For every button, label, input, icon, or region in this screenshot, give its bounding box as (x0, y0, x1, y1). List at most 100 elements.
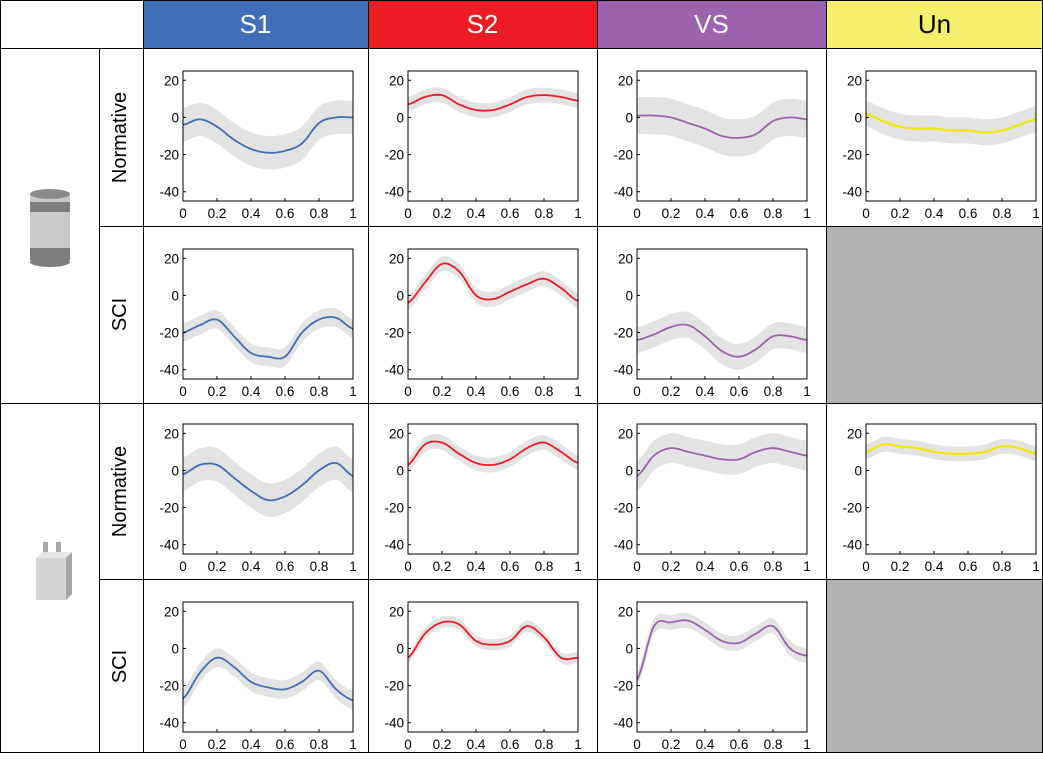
plot-frame (636, 70, 808, 202)
x-tick-label: 1 (1032, 559, 1040, 574)
x-tick-label: 0.6 (730, 384, 749, 399)
grid-line (0, 0, 1043, 1)
plot-panel-s1: 200-20-400 0.2 0.4 0.6 0.8 1 (159, 248, 357, 399)
variability-band (408, 615, 578, 665)
y-tick-label: -40 (613, 363, 633, 378)
x-tick-label: 1 (574, 559, 582, 574)
variability-band (866, 100, 1036, 146)
x-tick-label: 1 (803, 206, 811, 221)
plot-panel-s1: 200-20-400 0.2 0.4 0.6 0.8 1 (159, 70, 357, 221)
column-header-label: VS (694, 8, 729, 39)
x-tick-label: 0.8 (535, 384, 554, 399)
empty-cell-row1-sci-un (826, 226, 1043, 403)
x-tick-label: 0.8 (535, 737, 554, 752)
x-tick-label: 0.6 (959, 206, 978, 221)
y-tick-label: 0 (171, 641, 179, 656)
variability-band (183, 307, 353, 368)
x-tick-label: 0.8 (764, 559, 783, 574)
series-line-un (865, 443, 1037, 455)
x-tick-label: 0.2 (891, 559, 910, 574)
plot-panel-s2: 200-20-400 0.2 0.4 0.6 0.8 1 (384, 423, 582, 574)
y-tick-label: -40 (613, 185, 633, 200)
x-tick-label: 1 (349, 559, 357, 574)
x-tick-label: 0.4 (467, 737, 486, 752)
row-label-sci: SCI (109, 297, 132, 332)
y-tick-label: -20 (842, 148, 862, 163)
x-tick-label: 0.2 (662, 384, 681, 399)
y-tick-label: 20 (164, 73, 179, 88)
x-tick-label: 0.8 (310, 384, 329, 399)
y-tick-label: 20 (618, 251, 633, 266)
x-tick-label: 0.4 (925, 559, 944, 574)
series-line-vs (636, 323, 808, 358)
series-line-vs (636, 619, 808, 681)
y-tick-label: -20 (613, 148, 633, 163)
plot-panel-vs: 200-20-400 0.2 0.4 0.6 0.8 1 (613, 601, 811, 752)
plot-frame (636, 423, 808, 555)
plot-panel-un: 200-20-400 0.2 0.4 0.6 0.8 1 (842, 423, 1040, 574)
plot-frame (865, 423, 1037, 555)
x-tick-label: 1 (574, 737, 582, 752)
cylinder-icon (30, 189, 70, 267)
x-tick-label: 1 (803, 384, 811, 399)
y-tick-label: 0 (396, 641, 404, 656)
plot-frame (636, 601, 808, 733)
x-tick-label: 0.2 (891, 206, 910, 221)
x-tick-label: 0.8 (764, 384, 783, 399)
variability-band (866, 436, 1036, 462)
series-line-s2 (407, 93, 579, 112)
column-header-s2: S2 (368, 0, 597, 48)
x-tick-label: 0.8 (993, 206, 1012, 221)
grid-line (99, 48, 100, 753)
y-tick-label: 0 (396, 110, 404, 125)
plot-panel-s2: 200-20-400 0.2 0.4 0.6 0.8 1 (384, 248, 582, 399)
y-tick-label: -20 (159, 148, 179, 163)
x-tick-label: 0.4 (242, 384, 261, 399)
y-tick-label: -40 (159, 185, 179, 200)
x-tick-label: 0 (633, 559, 641, 574)
x-tick-label: 0.4 (696, 384, 715, 399)
x-tick-label: 0 (862, 206, 870, 221)
plot-panel-vs: 200-20-400 0.2 0.4 0.6 0.8 1 (613, 423, 811, 574)
x-tick-label: 0.4 (925, 206, 944, 221)
y-tick-label: -40 (159, 363, 179, 378)
series-line-un (865, 112, 1037, 134)
variability-band (408, 87, 578, 119)
y-tick-label: -40 (842, 185, 862, 200)
y-tick-label: 0 (625, 641, 633, 656)
x-tick-label: 0.6 (501, 737, 520, 752)
x-tick-label: 0.8 (310, 559, 329, 574)
x-tick-label: 0.2 (662, 206, 681, 221)
y-tick-label: -20 (613, 679, 633, 694)
x-tick-label: 0.2 (208, 384, 227, 399)
x-tick-label: 0 (179, 206, 187, 221)
y-tick-label: -20 (159, 501, 179, 516)
y-tick-label: 20 (164, 604, 179, 619)
y-tick-label: 20 (164, 426, 179, 441)
variability-band (408, 256, 578, 311)
y-tick-label: -40 (384, 716, 404, 731)
x-tick-label: 0.8 (535, 206, 554, 221)
plot-panel-vs: 200-20-400 0.2 0.4 0.6 0.8 1 (613, 248, 811, 399)
plot-frame (407, 248, 579, 380)
x-tick-label: 0.4 (467, 384, 486, 399)
x-tick-label: 0.8 (764, 206, 783, 221)
x-tick-label: 0.4 (242, 737, 261, 752)
x-tick-label: 0.2 (433, 206, 452, 221)
y-tick-label: 20 (847, 426, 862, 441)
y-tick-label: -40 (613, 716, 633, 731)
x-tick-label: 0.2 (662, 559, 681, 574)
y-tick-label: 20 (618, 426, 633, 441)
variability-band (408, 434, 578, 473)
x-tick-label: 0.4 (242, 206, 261, 221)
x-tick-label: 0 (404, 737, 412, 752)
x-tick-label: 0 (404, 384, 412, 399)
x-tick-label: 0.2 (208, 737, 227, 752)
x-tick-label: 1 (1032, 206, 1040, 221)
x-tick-label: 0 (633, 206, 641, 221)
y-tick-label: -20 (613, 326, 633, 341)
column-header-label: S2 (466, 8, 499, 39)
plot-frame (407, 423, 579, 555)
x-tick-label: 0.6 (959, 559, 978, 574)
grid-line (0, 403, 1043, 404)
